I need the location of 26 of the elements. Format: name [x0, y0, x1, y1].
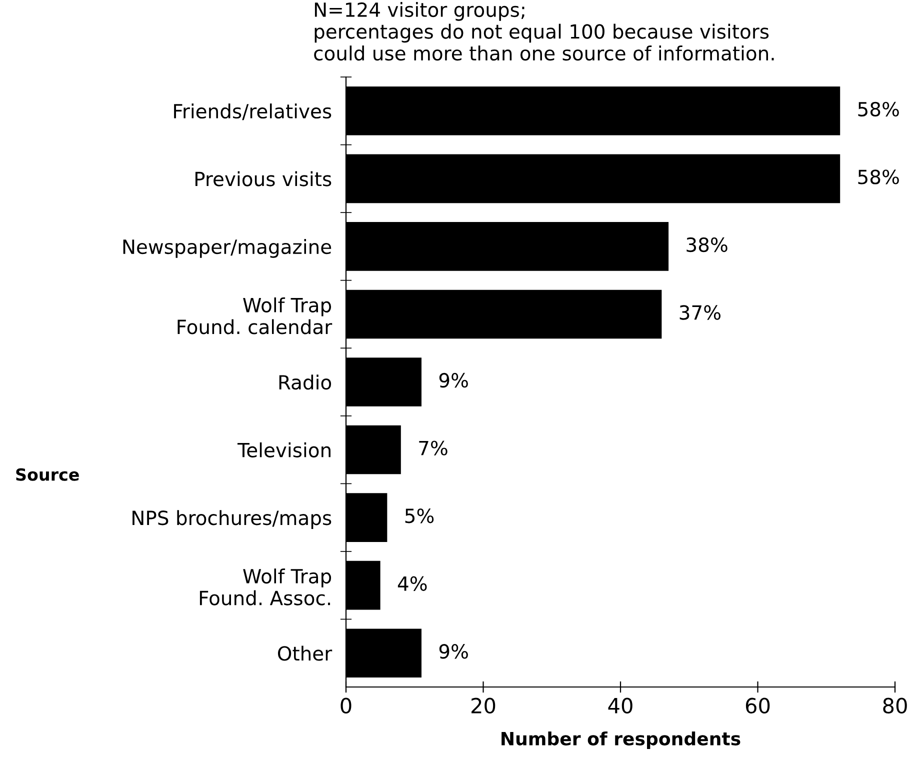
y-tick-label: Other	[278, 646, 332, 661]
x-tick-label: 40	[608, 698, 632, 714]
y-tick-label: Wolf Trap Found. calendar	[178, 297, 332, 334]
annotation: 9%	[439, 372, 468, 388]
annotation: 38%	[686, 237, 728, 252]
y-tick-label: Television	[237, 442, 330, 458]
x-axis-title: Number of respondents	[502, 731, 740, 749]
chart-title: N=124 visitor groups; percentages do not equal 100 because visitors could use more than one source of information.	[314, 2, 774, 61]
annotation: 7%	[419, 440, 448, 456]
annotation: 4%	[398, 576, 427, 591]
y-tick-label: Friends/relatives	[174, 104, 332, 120]
annotation: 58%	[858, 170, 899, 184]
annotation: 9%	[439, 644, 468, 659]
y-tick-label: Newspaper/magazine	[123, 239, 332, 258]
x-tick-label: 20	[472, 698, 496, 714]
y-tick-label: Radio	[279, 374, 332, 390]
x-tick-label: 0	[340, 698, 352, 714]
x-tick-label: 80	[883, 698, 907, 714]
y-axis-title: Source	[16, 468, 79, 481]
annotation: 58%	[858, 102, 899, 117]
y-tick-label: Wolf Trap Found. Assoc.	[200, 568, 332, 606]
annotation: 37%	[680, 305, 720, 320]
annotation: 5%	[405, 508, 434, 524]
x-tick-label: 60	[746, 698, 770, 714]
y-tick-label: NPS brochures/maps	[132, 510, 332, 529]
y-tick-label: Previous visits	[195, 171, 332, 186]
